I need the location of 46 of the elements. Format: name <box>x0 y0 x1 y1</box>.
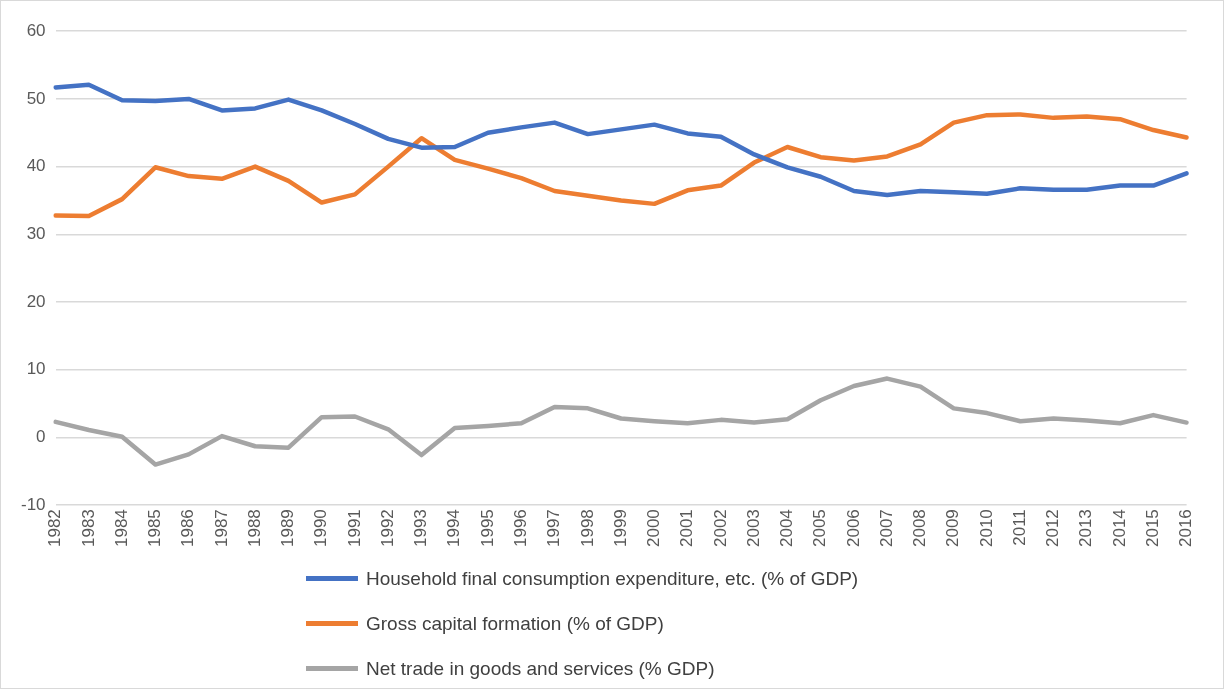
x-tick-label: 2011 <box>1009 509 1029 546</box>
x-tick-label: 2013 <box>1076 509 1096 548</box>
y-tick-label: 30 <box>26 224 46 244</box>
x-tick-label: 2004 <box>777 509 797 548</box>
x-tick-label: 1999 <box>610 509 630 548</box>
x-tick-label: 1985 <box>145 509 165 548</box>
x-tick-label: 2002 <box>710 509 730 548</box>
x-tick-label: 1983 <box>78 509 98 548</box>
x-tick-label: 1998 <box>577 509 597 548</box>
x-tick-label: 2006 <box>843 509 863 548</box>
x-tick-label: 1995 <box>477 509 497 548</box>
x-tick-label: 2003 <box>743 509 763 548</box>
x-tick-label: 1992 <box>377 509 397 548</box>
x-tick-label: 1996 <box>510 509 530 548</box>
legend-label: Household final consumption expenditure, etc. (% of GDP) <box>366 567 859 590</box>
x-tick-label: 1997 <box>544 509 564 548</box>
y-tick-label: 0 <box>36 427 46 447</box>
y-tick-label: -10 <box>20 494 46 514</box>
x-tick-label: 2014 <box>1109 509 1129 548</box>
x-tick-label: 1989 <box>278 509 298 548</box>
x-tick-label: 2009 <box>943 509 963 548</box>
legend-label: Net trade in goods and services (% GDP) <box>366 657 715 680</box>
y-tick-label: 40 <box>26 156 46 176</box>
legend-label: Gross capital formation (% of GDP) <box>366 612 664 635</box>
x-tick-label: 1987 <box>211 509 231 548</box>
y-tick-label: 60 <box>26 20 46 40</box>
y-tick-label: 50 <box>26 88 46 108</box>
x-tick-label: 2005 <box>810 509 830 548</box>
x-tick-label: 1990 <box>311 509 331 548</box>
y-tick-label: 10 <box>26 359 46 379</box>
x-tick-label: 2010 <box>976 509 996 548</box>
x-tick-label: 1991 <box>344 509 364 548</box>
x-tick-label: 1982 <box>45 509 65 548</box>
x-tick-label: 1988 <box>244 509 264 548</box>
x-tick-label: 1993 <box>411 509 431 548</box>
x-tick-label: 1984 <box>111 509 131 548</box>
x-tick-label: 2000 <box>644 509 664 548</box>
x-tick-label: 2015 <box>1143 509 1163 548</box>
x-tick-label: 2001 <box>677 509 697 548</box>
x-tick-label: 1994 <box>444 509 464 548</box>
y-tick-label: 20 <box>26 291 46 311</box>
x-tick-label: 2016 <box>1176 509 1196 548</box>
x-tick-label: 2012 <box>1043 509 1063 548</box>
x-tick-label: 1986 <box>178 509 198 548</box>
x-tick-label: 2008 <box>910 509 930 548</box>
x-tick-label: 2007 <box>876 509 896 548</box>
